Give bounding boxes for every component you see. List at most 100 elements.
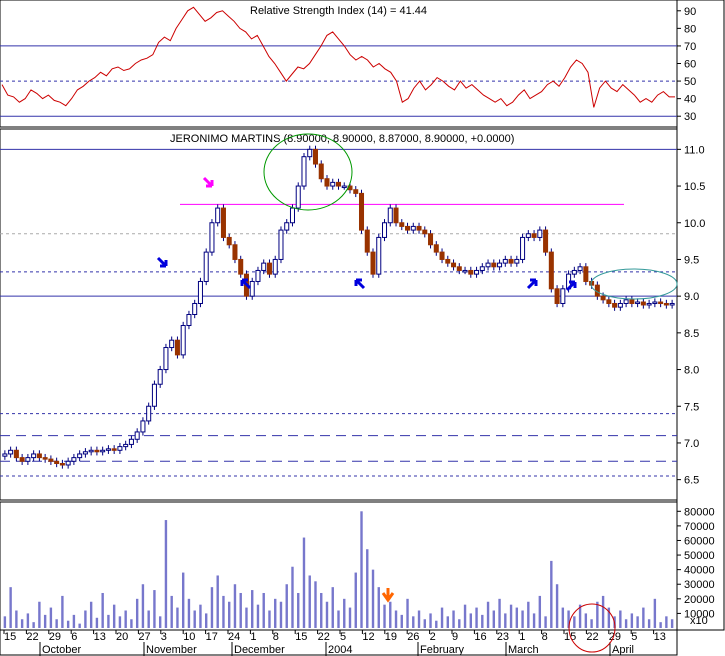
x-day-tick-label: 15 <box>295 631 307 643</box>
candle-body <box>169 339 175 349</box>
candle-body <box>537 229 543 238</box>
volume-bar <box>176 607 179 628</box>
volume-bar <box>435 620 438 628</box>
candle-body <box>42 457 48 460</box>
candle-body <box>393 207 399 224</box>
volume-bar <box>504 613 507 628</box>
volume-bar <box>262 592 265 628</box>
candle-body <box>25 457 31 462</box>
candle-body <box>157 369 163 385</box>
volume-bar <box>354 572 357 628</box>
volume-bar <box>636 616 639 628</box>
volume-bar <box>49 607 53 628</box>
candle-body <box>629 299 635 304</box>
volume-bar <box>55 619 58 628</box>
candle-body <box>335 181 342 187</box>
volume-tick-label: 30000 <box>684 579 715 591</box>
x-day-tick-label: 19 <box>385 631 397 643</box>
price-tick-label: 7.5 <box>684 401 699 413</box>
candle-body <box>48 458 54 462</box>
blue-arrow-icon-5 <box>565 280 577 292</box>
x-day-tick-label: 5 <box>631 631 637 643</box>
volume-bar <box>596 601 599 628</box>
axes: 30 40 50 60 70 80 90 6.5 7.0 7.5 8.0 8.5 9.0 9.5 10.0 1… <box>3 6 715 656</box>
volume-bar <box>158 616 162 628</box>
blue-arrow-icon-3 <box>354 278 366 290</box>
annotation-circle-volume <box>568 603 616 653</box>
candle-body <box>600 295 606 301</box>
candle-body <box>88 449 94 453</box>
price-title: JERONIMO MARTINS (8.90000, 8.90000, 8.87… <box>170 133 514 145</box>
candle-body <box>163 347 169 371</box>
candle-body <box>560 288 566 304</box>
candle-body <box>612 302 618 308</box>
volume-bar <box>555 584 559 628</box>
x-day-tick-label: 17 <box>206 631 218 643</box>
volume-bar <box>26 613 30 628</box>
candle-body <box>445 258 451 264</box>
volume-bar <box>458 619 461 628</box>
candle-body <box>577 266 583 271</box>
candle-body <box>2 453 8 457</box>
candle-body <box>238 258 244 275</box>
volume-bar <box>43 614 47 628</box>
candle-body <box>364 229 370 253</box>
volume-tick-label: 80000 <box>684 506 715 518</box>
candle-body <box>491 262 497 268</box>
volume-bar <box>463 604 467 628</box>
volume-bar <box>492 610 496 628</box>
candle-body <box>284 222 290 231</box>
volume-bar <box>233 584 237 628</box>
price-tick-label: 6.5 <box>684 475 699 487</box>
volume-bar <box>371 569 375 628</box>
candle-body <box>433 244 439 253</box>
candle-body <box>289 207 295 224</box>
volume-bar <box>423 619 426 628</box>
candle-body <box>330 181 336 187</box>
candle-body <box>646 302 652 306</box>
volume-bar <box>3 616 7 628</box>
candle-body <box>416 225 422 231</box>
candle-body <box>341 185 347 189</box>
candle-body <box>82 451 88 455</box>
rsi-tick-label: 70 <box>684 41 696 53</box>
x-month-label: October <box>42 644 81 656</box>
volume-bar <box>446 616 449 628</box>
volume-bar <box>343 598 346 628</box>
x-day-tick-label: 16 <box>474 631 486 643</box>
candle-body <box>635 301 641 305</box>
x-day-tick-label: 6 <box>71 631 77 643</box>
volume-unit-label: x10 <box>690 615 708 627</box>
volume-bar <box>9 587 12 628</box>
volume-bar <box>274 598 277 628</box>
annotation-circle-high <box>263 133 353 211</box>
volume-bar <box>314 581 317 628</box>
volume-bar <box>406 598 409 628</box>
volume-tick-label: 60000 <box>684 535 715 547</box>
volume-bar <box>15 610 18 628</box>
volume-bar <box>170 595 173 628</box>
blue-arrow-icon-4 <box>526 278 538 290</box>
volume-bar <box>561 607 565 628</box>
price-tick-label: 9.0 <box>684 291 699 303</box>
x-day-tick-label: 1 <box>250 631 256 643</box>
candle-body <box>94 449 100 453</box>
blue-arrow-icon-2 <box>240 278 252 290</box>
candle-body <box>548 251 554 290</box>
volume-bar <box>578 604 582 628</box>
volume-bar <box>452 610 455 628</box>
volume-bar <box>630 613 634 628</box>
orange-arrow-icon <box>381 588 395 603</box>
candle-body <box>318 163 324 180</box>
volume-bar <box>147 610 150 628</box>
volume-bar <box>538 595 542 628</box>
x-day-tick-label: 13 <box>654 631 666 643</box>
volume-bar <box>550 560 553 628</box>
volume-bar <box>567 610 570 628</box>
candle-body <box>295 185 301 209</box>
x-day-tick-label: 3 <box>161 631 167 643</box>
volume-tick-label: 70000 <box>684 521 715 533</box>
x-day-tick-label: 12 <box>362 631 374 643</box>
candle-body <box>220 207 226 238</box>
candle-body <box>571 269 577 275</box>
